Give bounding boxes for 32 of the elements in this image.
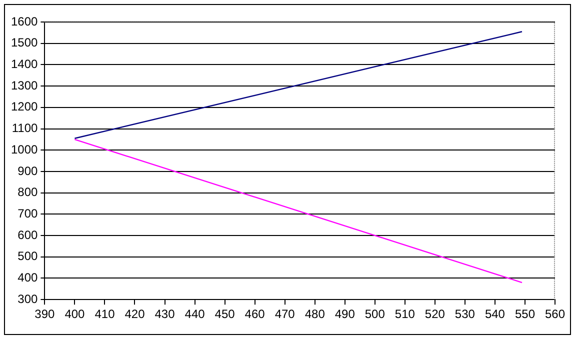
x-tick-label: 420	[124, 307, 146, 322]
x-tick-label: 430	[154, 307, 176, 322]
y-tick-label: 500	[18, 249, 38, 264]
y-tick-label: 1400	[10, 57, 38, 72]
y-tick-label: 1300	[10, 78, 38, 92]
x-tick-label: 530	[454, 307, 476, 322]
y-tick-label: 700	[18, 206, 38, 220]
x-tick-label: 400	[64, 307, 86, 322]
y-tick-label: 1000	[10, 142, 38, 156]
y-tick-label: 1500	[10, 36, 38, 50]
x-tick-label: 390	[34, 307, 56, 322]
y-tick-label: 900	[18, 164, 38, 178]
x-tick-label: 560	[544, 307, 566, 322]
y-tick-label: 1200	[10, 100, 38, 114]
y-tick-label: 800	[18, 185, 38, 200]
x-tick-label: 500	[364, 307, 386, 322]
x-tick-label: 460	[244, 307, 266, 322]
y-tick-label: 400	[18, 270, 38, 285]
y-tick-label: 1600	[10, 14, 38, 28]
x-tick-label: 540	[484, 307, 506, 322]
y-tick-label: 600	[18, 228, 38, 242]
x-tick-label: 490	[334, 307, 356, 322]
x-tick-label: 480	[304, 307, 326, 322]
x-tick-label: 440	[184, 307, 206, 322]
y-tick-label: 1100	[12, 121, 38, 136]
x-tick-label: 470	[274, 307, 296, 322]
x-tick-label: 410	[94, 307, 116, 322]
x-tick-label: 510	[394, 307, 416, 322]
x-tick-label: 550	[514, 307, 536, 322]
x-tick-label: 520	[424, 307, 446, 322]
x-tick-label: 450	[214, 307, 236, 322]
y-tick-label: 300	[18, 292, 38, 306]
